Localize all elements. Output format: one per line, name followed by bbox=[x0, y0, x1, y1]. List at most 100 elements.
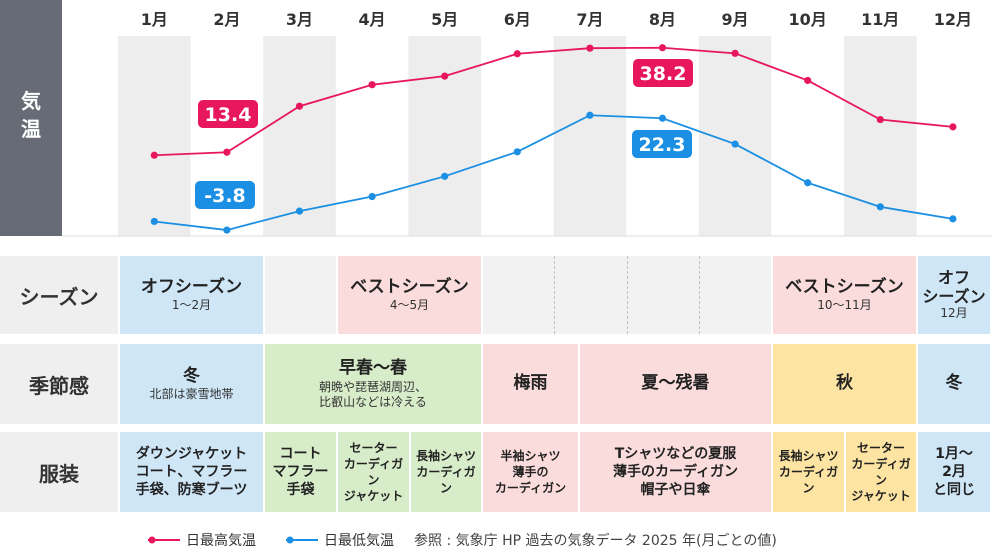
y-axis-band bbox=[0, 0, 62, 236]
clothes-line: ダウンジャケット bbox=[135, 445, 248, 462]
season-row-label: シーズン bbox=[0, 256, 118, 334]
clothes-line: と同じ bbox=[933, 482, 975, 499]
low-temp-point bbox=[441, 172, 449, 180]
feel-main: 冬 bbox=[183, 365, 200, 386]
high-temp-point bbox=[150, 151, 158, 159]
clothes-line: ジャケット bbox=[343, 489, 404, 504]
feel-main: 夏～残暑 bbox=[641, 373, 710, 394]
low-temp-point bbox=[223, 226, 231, 234]
season-cell-best-apr-may: ベストシーズン 4～5月 bbox=[338, 256, 481, 334]
low-temp-point bbox=[150, 217, 158, 226]
y-tick-label: 20℃ bbox=[64, 119, 100, 135]
month-tick-label: 6月 bbox=[504, 10, 531, 29]
season-main: ベストシーズン bbox=[785, 276, 904, 297]
clothes-line: 手袋 bbox=[286, 482, 315, 499]
low-temp-point bbox=[949, 215, 957, 223]
feel-cell-spring: 早春～春 朝晩や琵琶湖周辺、 比叡山などは冷える bbox=[265, 344, 481, 424]
low-temp-point bbox=[876, 203, 884, 211]
y-axis-label: 気温 bbox=[21, 89, 41, 141]
dashed-divider bbox=[554, 256, 555, 334]
feel-sub: 朝晩や琵琶湖周辺、 bbox=[318, 379, 427, 394]
low-temp-point bbox=[731, 140, 739, 148]
clothes-line: セーター bbox=[856, 440, 905, 455]
high-temp-point bbox=[949, 123, 957, 131]
value-callout-box bbox=[632, 130, 692, 158]
source-note: 参照 : 気象庁 HP 過去の気象データ 2025 年(月ごとの値) bbox=[414, 533, 777, 549]
dashed-divider bbox=[699, 256, 700, 334]
clothes-line: カーディガン bbox=[778, 464, 839, 496]
clothes-line: 2月 bbox=[942, 463, 966, 480]
legend: 日最高気温 日最低気温 参照 : 気象庁 HP 過去の気象データ 2025 年(… bbox=[146, 528, 777, 552]
y-tick-label: 40℃ bbox=[64, 33, 100, 49]
high-temp-point bbox=[658, 44, 667, 52]
month-tick-label: 7月 bbox=[576, 10, 603, 29]
value-callout-label: 13.4 bbox=[205, 104, 252, 126]
feel-cell-winter: 冬 北部は豪雪地帯 bbox=[120, 344, 263, 424]
feel-cell-rainy: 梅雨 bbox=[483, 344, 578, 424]
low-temp-line bbox=[154, 114, 954, 231]
clothes-cell-dec: 1月～ 2月 と同じ bbox=[918, 432, 990, 512]
clothes-cell-jun: 半袖シャツ 薄手の カーディガン bbox=[483, 432, 578, 512]
high-temp-line bbox=[154, 46, 953, 157]
month-band bbox=[263, 36, 336, 236]
low-temp-point bbox=[658, 114, 667, 122]
value-callout-box bbox=[195, 181, 255, 209]
high-temp-point bbox=[441, 72, 449, 80]
low-temp-point bbox=[368, 192, 376, 201]
clothes-row-label: 服装 bbox=[0, 432, 118, 512]
clothes-cell-summer: Tシャツなどの夏服 薄手のカーディガン 帽子や日傘 bbox=[580, 432, 771, 512]
clothes-line: カーディガン bbox=[851, 456, 911, 487]
y-tick-label: 0℃ bbox=[73, 205, 100, 221]
month-band bbox=[698, 36, 772, 236]
season-main: オフシーズン bbox=[140, 276, 243, 297]
value-callout-box bbox=[198, 100, 258, 128]
month-tick-label: 4月 bbox=[359, 10, 386, 29]
feel-cell-autumn: 秋 bbox=[773, 344, 916, 424]
season-main: オフ bbox=[937, 268, 970, 288]
clothes-line: Tシャツなどの夏服 bbox=[614, 445, 737, 462]
month-tick-label: 8月 bbox=[649, 10, 676, 29]
feel-cell-winter-dec: 冬 bbox=[918, 344, 990, 424]
clothes-line: 半袖シャツ bbox=[500, 448, 561, 463]
high-temp-point bbox=[513, 50, 521, 58]
month-band bbox=[408, 36, 481, 236]
y-axis-label-char: 気 bbox=[21, 89, 41, 113]
high-temp-point bbox=[804, 76, 812, 85]
feel-sub: 北部は豪雪地帯 bbox=[149, 387, 234, 402]
month-tick-label: 2月 bbox=[213, 10, 240, 29]
month-band bbox=[553, 36, 627, 236]
clothes-cell-may: 長袖シャツ カーディガン bbox=[411, 432, 481, 512]
season-main: シーズン bbox=[922, 286, 986, 306]
dashed-divider bbox=[627, 256, 628, 334]
high-temp-point bbox=[586, 44, 594, 52]
value-callout-label: 38.2 bbox=[640, 63, 687, 85]
temperature-chart: 1月 2月 3月 4月 5月 6月 7月 8月 9月 10月 11月 12月 40℃ 30℃ 20℃ 10℃… bbox=[0, 0, 992, 237]
season-sub: 4～5月 bbox=[389, 298, 430, 313]
y-tick-label: 10℃ bbox=[64, 162, 100, 178]
clothes-line: コート、マフラー bbox=[135, 463, 248, 480]
month-tick-label: 9月 bbox=[722, 10, 749, 29]
clothes-line: 長袖シャツ bbox=[778, 448, 839, 463]
legend-low-label: 日最低気温 bbox=[324, 533, 394, 549]
clothes-line: 手袋、防寒ブーツ bbox=[135, 482, 248, 499]
low-temp-point bbox=[513, 148, 521, 156]
low-temp-point bbox=[804, 179, 812, 187]
season-main: ベストシーズン bbox=[350, 276, 469, 297]
season-cell-best-oct-nov: ベストシーズン 10～11月 bbox=[773, 256, 916, 334]
high-temp-point bbox=[731, 49, 739, 57]
clothes-line: カーディガン bbox=[494, 481, 567, 496]
clothes-line: 帽子や日傘 bbox=[640, 482, 711, 499]
month-tick-label: 3月 bbox=[286, 10, 313, 29]
season-cell-off-dec: オフ シーズン 12月 bbox=[918, 256, 990, 334]
clothes-line: マフラー bbox=[272, 463, 329, 480]
clothes-line: カーディガン bbox=[343, 456, 404, 487]
y-axis-label-char: 温 bbox=[21, 117, 41, 141]
month-tick-label: 11月 bbox=[861, 10, 899, 29]
season-cell-off-jan-feb: オフシーズン 1～2月 bbox=[120, 256, 263, 334]
high-temp-point bbox=[223, 148, 231, 156]
low-temp-point bbox=[295, 207, 304, 215]
clothes-cell-nov: セーター カーディガン ジャケット bbox=[846, 432, 916, 512]
month-tick-label: 5月 bbox=[431, 10, 458, 29]
low-temp-point bbox=[586, 111, 594, 119]
y-tick-label: 30℃ bbox=[64, 76, 100, 92]
